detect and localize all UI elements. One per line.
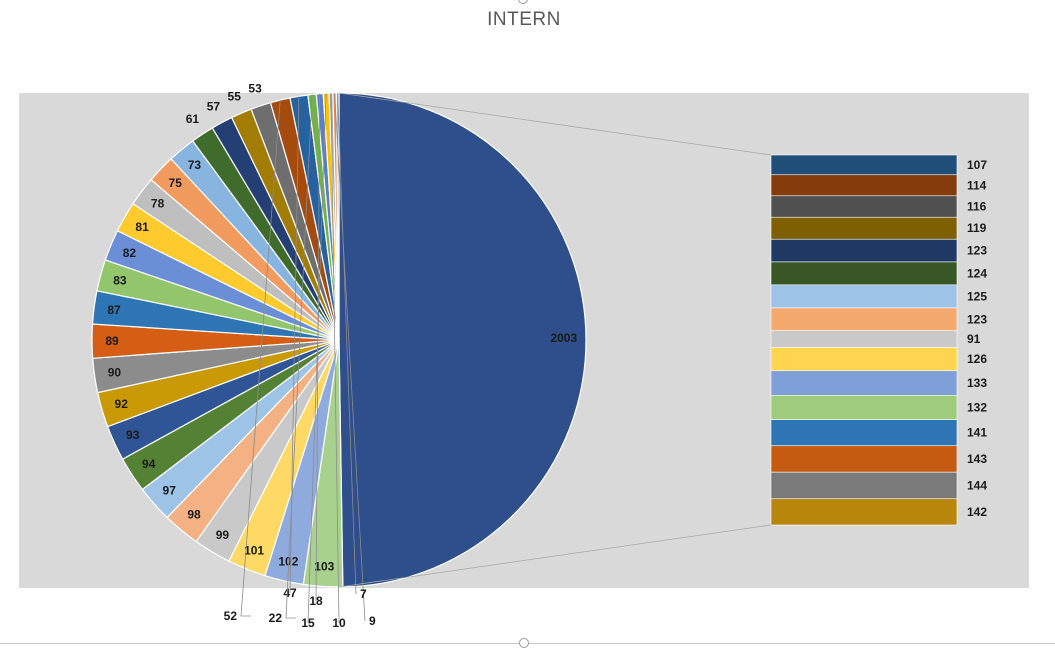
leader-line <box>315 93 321 602</box>
bar-segment <box>770 238 958 263</box>
pie-data-label: 90 <box>108 366 122 380</box>
bar-data-label: 143 <box>967 452 987 466</box>
pie-data-label: 15 <box>301 616 315 630</box>
pie-data-label: 89 <box>105 334 119 348</box>
connector-line-bottom <box>338 524 772 588</box>
pie-data-label: 97 <box>163 484 177 498</box>
chart-resize-handle[interactable] <box>519 638 529 648</box>
pie-data-label: 73 <box>188 158 202 172</box>
bar-segment <box>770 498 958 526</box>
bar-data-label: 114 <box>967 178 987 192</box>
bar-data-label: 133 <box>967 376 987 390</box>
bar-segment <box>770 216 958 240</box>
bar-segment <box>770 154 958 176</box>
connector-line-top <box>338 92 772 156</box>
pie-data-label: 52 <box>224 609 238 623</box>
bar-data-label: 123 <box>967 244 987 258</box>
bar-data-label: 132 <box>967 401 987 415</box>
pie-data-label: 87 <box>107 303 121 317</box>
bar-segment <box>770 284 958 309</box>
pie-data-label: 98 <box>187 508 201 522</box>
pie-data-label: 57 <box>207 100 221 114</box>
pie-data-label: 99 <box>216 528 230 542</box>
bar-segment <box>770 307 958 331</box>
bar-segment <box>770 395 958 421</box>
bar-data-label: 91 <box>967 332 981 346</box>
pie-data-label: 82 <box>123 246 137 260</box>
pie-data-label: 94 <box>142 457 156 471</box>
pie-data-label: 7 <box>360 587 367 601</box>
bar-segment <box>770 419 958 447</box>
pie-data-label: 47 <box>283 586 297 600</box>
leader-line <box>330 93 340 624</box>
pie-data-label: 53 <box>248 82 262 96</box>
bar-segment <box>770 445 958 473</box>
leader-line <box>307 93 327 624</box>
pie-slice <box>338 92 587 588</box>
leader-line <box>240 100 281 617</box>
bar-data-label: 141 <box>967 426 987 440</box>
pie-data-label: 75 <box>169 176 183 190</box>
leader-line <box>285 94 313 619</box>
leader-line <box>337 92 357 595</box>
bar-data-label: 119 <box>967 221 987 235</box>
pie-data-label: 55 <box>228 90 242 104</box>
bar-data-label: 142 <box>967 505 987 519</box>
pie-data-label: 18 <box>309 594 323 608</box>
pie-data-label: 2003 <box>550 331 577 345</box>
leader-line <box>334 92 366 622</box>
chart-title: INTERN <box>487 9 561 30</box>
bar-segment <box>770 370 958 396</box>
bar-segment <box>770 330 958 348</box>
bar-segment <box>770 471 958 500</box>
pie-data-label: 9 <box>369 614 376 628</box>
pie-data-label: 22 <box>269 611 283 625</box>
pie-data-label: 92 <box>115 397 129 411</box>
bar-data-label: 126 <box>967 352 987 366</box>
pie-data-label: 83 <box>113 274 127 288</box>
bar-data-label: 144 <box>967 479 987 493</box>
bar-segment <box>770 195 958 218</box>
pie-data-label: 103 <box>314 560 334 574</box>
bar-data-label: 107 <box>967 158 987 172</box>
pie-data-label: 10 <box>332 616 346 630</box>
bar-data-label: 125 <box>967 289 987 303</box>
pie-data-label: 78 <box>151 197 165 211</box>
pie-data-label: 61 <box>186 112 200 126</box>
bar-data-label: 116 <box>967 200 987 214</box>
bar-data-label: 124 <box>967 266 987 280</box>
pie-data-label: 81 <box>135 220 149 234</box>
bar-segment <box>770 347 958 372</box>
pie-data-label: 93 <box>126 428 140 442</box>
bar-data-label: 123 <box>967 312 987 326</box>
bar-segment <box>770 174 958 197</box>
pie-data-label: 101 <box>244 544 264 558</box>
bar-segment <box>770 261 958 286</box>
